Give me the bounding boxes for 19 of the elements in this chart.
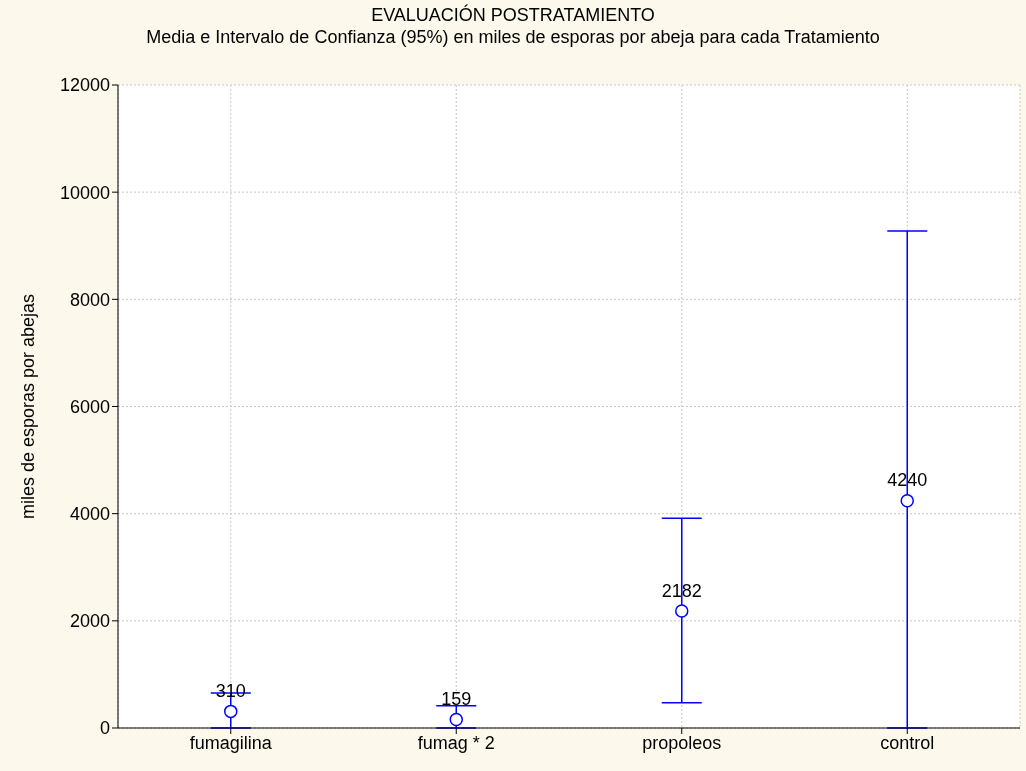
- point: [675, 604, 689, 618]
- y-tick-label: 0: [99, 718, 110, 739]
- y-tick-label: 6000: [69, 396, 110, 417]
- x-tick-label: fumagilina: [189, 732, 273, 753]
- x-tick-label: control: [880, 732, 935, 753]
- x-tick-label: propoleos: [642, 732, 722, 753]
- x-tick-label: fumag * 2: [417, 732, 495, 753]
- point: [449, 712, 463, 727]
- y-tick-label: 2000: [69, 611, 110, 632]
- data-label: 159: [441, 688, 472, 709]
- y-axis-title: miles de esporas por abejas: [18, 293, 39, 520]
- y-tick-label: 10000: [59, 182, 110, 203]
- chart-title: EVALUACIÓN POSTRATAMIENTO: [370, 5, 656, 26]
- point: [224, 704, 238, 719]
- y-tick-label: 4000: [69, 504, 110, 525]
- y-tick-label: 8000: [69, 289, 110, 310]
- y-tick-label: 12000: [59, 75, 110, 96]
- chart-subtitle: Media e Intervalo de Confianza (95%) en miles de esporas por abeja para cada Tratamiento: [145, 27, 881, 48]
- point: [900, 494, 914, 508]
